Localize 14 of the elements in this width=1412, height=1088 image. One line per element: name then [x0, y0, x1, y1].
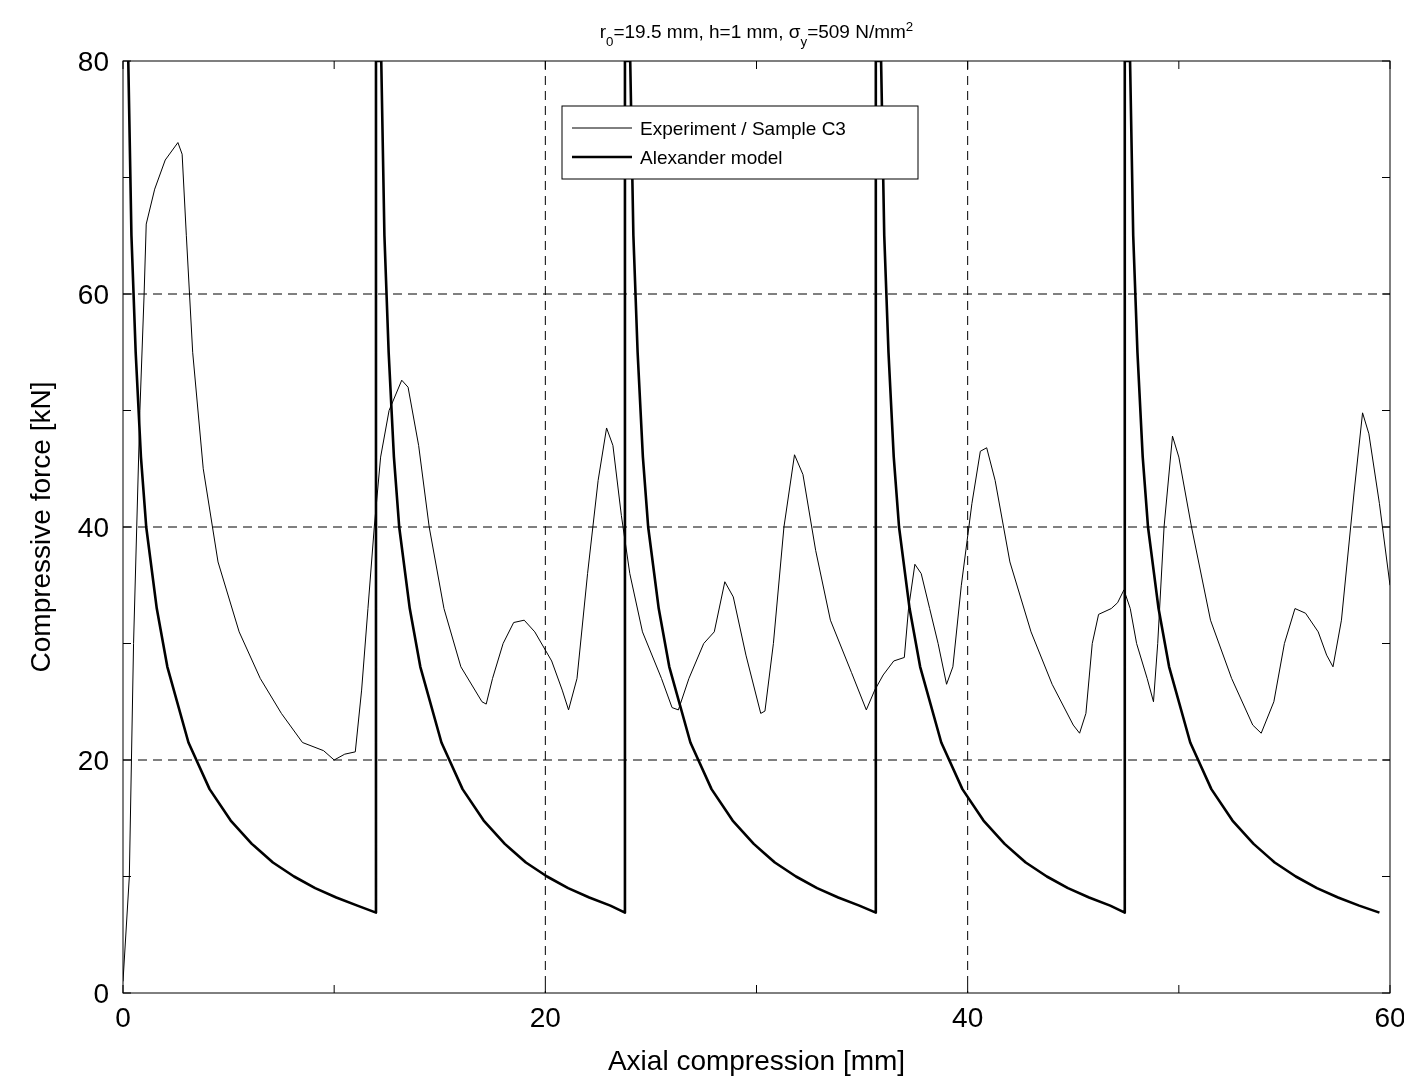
- y-tick-label: 20: [77, 745, 109, 776]
- chart-title: r$_{0}$=19.5 mm, h=1 mm, σ$_{y}$=509 N/mm$^{2}$: [599, 18, 914, 49]
- x-tick-label: 60: [1374, 1002, 1406, 1033]
- x-tick-label: 20: [529, 1002, 561, 1033]
- y-tick-label: 0: [93, 978, 109, 1009]
- y-tick-label: 40: [77, 512, 109, 543]
- legend-label: Experiment / Sample C3: [640, 118, 846, 139]
- y-tick-label: 60: [77, 279, 109, 310]
- y-axis-title: Compressive force [kN]: [25, 381, 56, 673]
- x-tick-label: 40: [952, 1002, 984, 1033]
- x-axis-title: Axial compression [mm]: [607, 1045, 906, 1076]
- legend-label: Alexander model: [640, 147, 783, 168]
- y-tick-label: 80: [77, 46, 109, 77]
- x-tick-label: 0: [115, 1002, 131, 1033]
